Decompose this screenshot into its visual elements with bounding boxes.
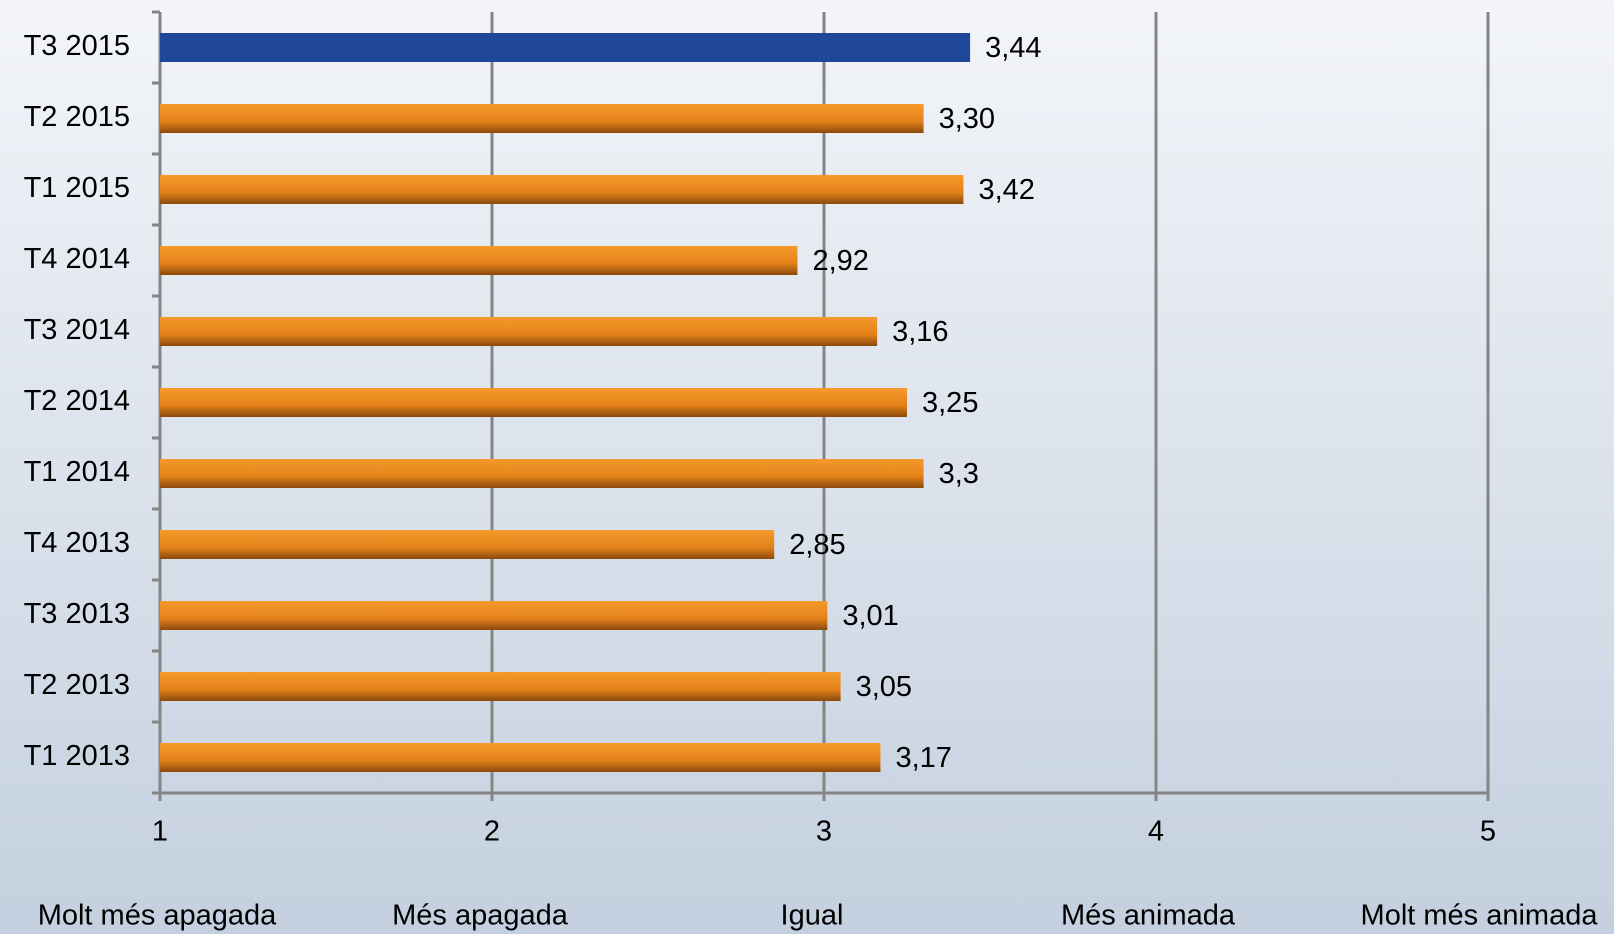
scale-label: Més animada — [1061, 900, 1236, 932]
bar — [160, 388, 907, 417]
data-label: 3,16 — [892, 316, 948, 348]
y-tick-label: T4 2013 — [24, 527, 130, 559]
data-label: 2,92 — [812, 245, 868, 277]
x-tick-label: 3 — [816, 816, 832, 848]
y-tick-label: T1 2015 — [24, 172, 130, 204]
y-tick-label: T2 2015 — [24, 101, 130, 133]
bar — [160, 530, 775, 559]
y-tick-label: T3 2015 — [24, 30, 130, 62]
x-tick-label: 2 — [484, 816, 500, 848]
bar — [160, 317, 878, 346]
data-label: 3,25 — [922, 387, 978, 419]
bar — [160, 175, 964, 204]
bar — [160, 459, 924, 488]
data-label: 2,85 — [789, 529, 845, 561]
bar — [160, 104, 924, 133]
scale-label: Molt més apagada — [38, 900, 277, 932]
y-tick-label: T3 2014 — [24, 314, 130, 346]
bar — [160, 672, 841, 701]
y-tick-label: T4 2014 — [24, 243, 130, 275]
data-label: 3,30 — [939, 103, 995, 135]
x-tick-label: 1 — [152, 816, 168, 848]
data-label: 3,05 — [856, 671, 912, 703]
y-tick-label: T2 2014 — [24, 385, 130, 417]
y-tick-label: T2 2013 — [24, 669, 130, 701]
scale-label: Igual — [781, 900, 844, 932]
y-tick-label: T1 2013 — [24, 740, 130, 772]
bar — [160, 743, 881, 772]
bar — [160, 33, 971, 62]
y-tick-label: T1 2014 — [24, 456, 130, 488]
data-label: 3,01 — [842, 600, 898, 632]
data-label: 3,3 — [939, 458, 979, 490]
scale-label: Més apagada — [392, 900, 569, 932]
bar — [160, 246, 798, 275]
x-tick-label: 5 — [1480, 816, 1496, 848]
data-label: 3,44 — [985, 32, 1041, 64]
x-tick-label: 4 — [1148, 816, 1164, 848]
scale-label: Molt més animada — [1361, 900, 1599, 932]
data-label: 3,42 — [978, 174, 1034, 206]
data-label: 3,17 — [895, 742, 951, 774]
bar — [160, 601, 828, 630]
y-tick-label: T3 2013 — [24, 598, 130, 630]
